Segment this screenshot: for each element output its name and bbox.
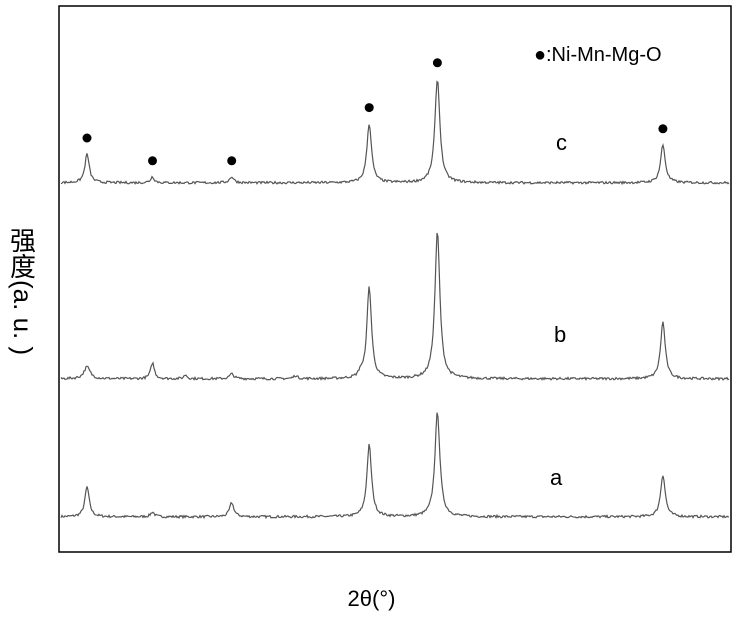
y-axis-label: 强度 (a. u. ) [10,228,36,355]
series-line-b [61,233,729,380]
peak-marker [83,134,92,143]
y-axis-label-cjk: 强度 [10,228,36,280]
series-label-c: c [556,130,567,155]
x-axis-label: 2θ(°) [0,586,743,612]
peak-marker [365,103,374,112]
series-label-a: a [550,465,563,490]
curves-layer [61,82,729,518]
legend-marker: ● [534,44,546,66]
series-label-b: b [554,322,566,347]
peak-marker [433,58,442,67]
peak-marker [658,124,667,133]
y-axis-label-unit: (a. u. ) [10,280,36,355]
peak-markers-layer [83,58,668,165]
peak-marker [227,156,236,165]
curve-labels-layer: a b c [550,130,567,490]
plot-frame [59,6,731,552]
series-line-c [61,82,729,184]
series-line-a [61,413,729,518]
peak-marker [148,156,157,165]
legend-text: :Ni-Mn-Mg-O [546,44,662,66]
legend: ● :Ni-Mn-Mg-O [534,44,662,66]
